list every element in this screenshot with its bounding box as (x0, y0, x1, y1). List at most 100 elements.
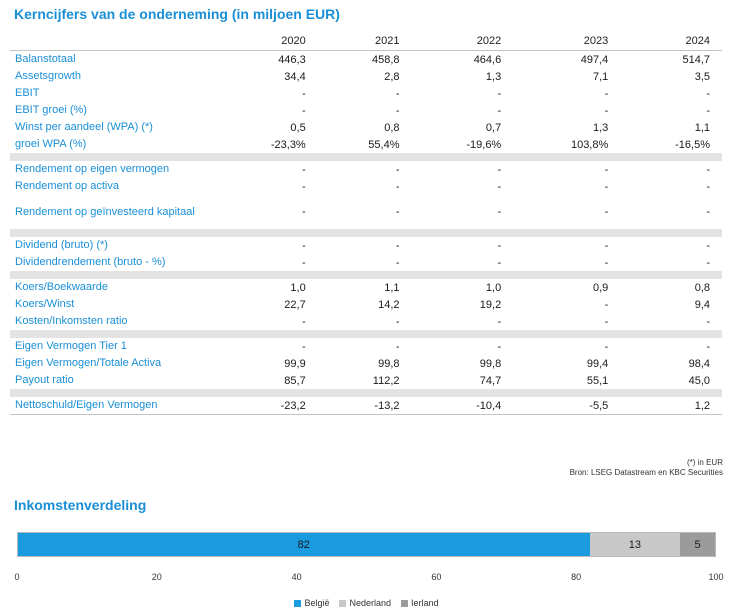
row-label: Dividend (bruto) (*) (15, 239, 108, 251)
table-row: Payout ratio 85,7 112,2 74,7 55,1 45,0 (10, 372, 722, 389)
value-cell: 1,2 (620, 397, 722, 415)
value-cell: -10,4 (411, 397, 514, 415)
value-cell: 1,1 (694, 121, 710, 134)
row-label: Koers/Boekwaarde (15, 281, 108, 293)
table-row: Winst per aandeel (WPA) (*) 0,5 0,8 0,7 1,3 1… (10, 119, 722, 136)
value-cell: 34,4 (284, 70, 306, 83)
row-label: Winst per aandeel (WPA) (*) (15, 121, 153, 133)
value-cell: 1,0 (290, 281, 306, 294)
separator-cell (10, 229, 722, 237)
x-tick-label: 60 (431, 572, 442, 582)
row-label: Nettoschuld/Eigen Vermogen (10, 397, 216, 415)
value-cell: - (395, 87, 400, 100)
legend-item: Nederland (339, 598, 391, 608)
value-cell: 497,4 (513, 50, 621, 68)
value-cell: - (302, 239, 306, 252)
value-cell: 0,8 (384, 121, 400, 134)
x-tick-label: 80 (571, 572, 582, 582)
value-cell: 99,9 (284, 357, 306, 370)
value-cell: -5,5 (513, 397, 621, 415)
table-row: Balanstotaal 446,3 458,8 464,6 497,4 514,7 (10, 50, 722, 68)
value-cell: 2,8 (384, 70, 400, 83)
value-cell: 464,6 (411, 50, 514, 68)
table-row: Dividend (bruto) (*) - - - - - (10, 237, 722, 254)
table-row: Eigen Vermogen/Totale Activa 99,9 99,8 99,8… (10, 355, 722, 372)
value-cell: - (706, 180, 710, 193)
value-cell: - (497, 87, 502, 100)
value-cell: -23,2 (216, 397, 318, 415)
value-cell: 45,0 (688, 374, 710, 387)
row-label: Kosten/Inkomsten ratio (15, 315, 128, 327)
x-tick-label: 20 (151, 572, 162, 582)
value-cell: -19,6% (466, 138, 502, 151)
value-cell: - (706, 104, 710, 117)
x-tick-label: 100 (708, 572, 724, 582)
year-header: 2023 (513, 32, 621, 51)
group-separator (10, 389, 722, 397)
value-cell: 446,3 (216, 50, 318, 68)
value-cell: - (395, 104, 400, 117)
value-cell: - (604, 104, 609, 117)
value-cell: - (604, 180, 609, 193)
value-cell: 0,8 (694, 281, 710, 294)
value-cell: 458,8 (317, 50, 412, 68)
value-cell: - (497, 206, 502, 218)
value-cell: - (497, 256, 502, 269)
value-cell: - (395, 180, 400, 193)
value-cell: 9,4 (694, 298, 710, 311)
x-axis: 0 20 40 60 80 100 (0, 572, 733, 584)
table-row: Assetsgrowth 34,4 2,8 1,3 7,1 3,5 (10, 68, 722, 85)
legend-swatch (401, 599, 409, 607)
table-row: Koers/Boekwaarde 1,0 1,1 1,0 0,9 0,8 (10, 279, 722, 296)
table-row: Kosten/Inkomsten ratio - - - - - (10, 313, 722, 330)
page-title: Kerncijfers van de onderneming (in miljo… (14, 6, 340, 22)
value-cell: - (302, 104, 306, 117)
row-label: Eigen Vermogen/Totale Activa (15, 357, 162, 369)
row-label: Rendement op geïnvesteerd kapitaal (15, 205, 195, 218)
table-row: Eigen Vermogen Tier 1 - - - - - (10, 338, 722, 355)
value-cell: 74,7 (479, 374, 502, 387)
value-cell: - (395, 163, 400, 176)
table-row: Koers/Winst 22,7 14,2 19,2 - 9,4 (10, 296, 722, 313)
legend-label: Nederland (349, 598, 392, 608)
value-cell: 1,1 (384, 281, 400, 294)
value-cell: - (395, 239, 400, 252)
value-cell: - (302, 180, 306, 193)
chart-legend: België Nederland Ierland (0, 598, 733, 608)
value-cell: - (395, 206, 400, 218)
value-cell: -16,5% (675, 138, 710, 151)
value-cell: - (604, 340, 609, 353)
legend-swatch (294, 599, 302, 607)
row-label: Eigen Vermogen Tier 1 (15, 340, 127, 352)
bar-segment: 13 (589, 533, 681, 556)
table-row: Rendement op geïnvesteerd kapitaal - - - - - (10, 195, 722, 229)
value-cell: 99,8 (378, 357, 400, 370)
source-note: Bron: LSEG Datastream en KBC Securities (569, 468, 723, 477)
value-cell: 0,7 (485, 121, 502, 134)
legend-label: Ierland (411, 598, 439, 608)
value-cell: - (497, 163, 502, 176)
group-separator (10, 153, 722, 161)
bar-segment: 82 (18, 533, 590, 556)
year-header: 2020 (216, 32, 318, 51)
table-row: EBIT groei (%) - - - - - (10, 102, 722, 119)
value-cell: - (604, 256, 609, 269)
value-cell: - (706, 163, 710, 176)
value-cell: - (706, 340, 710, 353)
data-label: 13 (628, 538, 641, 551)
value-cell: 7,1 (592, 70, 609, 83)
table-notes: (*) in EUR Bron: LSEG Datastream en KBC … (570, 458, 723, 478)
legend-swatch (339, 599, 347, 607)
table-row: Rendement op activa - - - - - (10, 178, 722, 195)
separator-cell (10, 153, 722, 161)
row-label: Rendement op activa (15, 180, 119, 192)
value-cell: - (706, 87, 710, 100)
value-cell: 55,1 (586, 374, 609, 387)
row-label: Payout ratio (15, 374, 74, 386)
row-label: Rendement op eigen vermogen (15, 163, 170, 175)
value-cell: 85,7 (284, 374, 306, 387)
value-cell: 1,3 (485, 70, 502, 83)
value-cell: 103,8% (570, 138, 609, 151)
table-row: groei WPA (%) -23,3% 55,4% -19,6% 103,8% -16,… (10, 136, 722, 153)
value-cell: - (302, 206, 306, 218)
